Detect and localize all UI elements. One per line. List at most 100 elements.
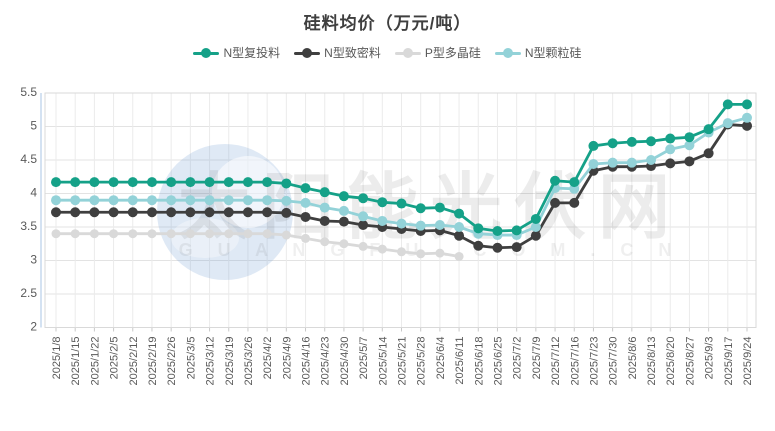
x-axis-tick-label: 2025/8/6	[627, 337, 639, 380]
x-axis-tick-label: 2025/9/3	[704, 337, 716, 380]
data-point	[454, 222, 465, 232]
data-point	[454, 251, 464, 261]
legend-item-p-duojinggui[interactable]: P型多晶硅	[394, 44, 481, 61]
x-axis-tick-label: 2025/7/2	[512, 337, 524, 380]
data-point	[569, 177, 580, 188]
data-point	[223, 207, 234, 218]
data-point	[319, 202, 330, 213]
data-point	[358, 241, 368, 251]
data-point	[454, 208, 465, 219]
data-point	[530, 230, 541, 241]
chart-title: 硅料均价（万元/吨）	[303, 14, 472, 33]
data-point	[281, 207, 292, 218]
legend-item-n-zhimiliao[interactable]: N型致密料	[294, 44, 381, 61]
legend-marker-icon	[394, 47, 421, 58]
data-point	[185, 207, 196, 218]
data-point	[320, 237, 330, 247]
data-point	[262, 177, 273, 188]
data-point	[242, 207, 253, 218]
x-axis-tick-label: 2025/4/9	[281, 337, 293, 380]
x-axis-tick-label: 2025/6/25	[492, 337, 504, 386]
x-axis-tick-label: 2025/1/8	[51, 337, 63, 380]
data-point	[108, 207, 119, 218]
data-point	[146, 195, 157, 206]
legend: N型复投料 N型致密料 P型多晶硅 N型颗粒硅	[0, 44, 775, 61]
x-axis-tick-label: 2025/6/18	[473, 337, 485, 386]
x-axis-tick-label: 2025/2/19	[147, 337, 159, 386]
data-point	[569, 197, 580, 208]
data-point	[358, 211, 369, 222]
data-point	[319, 215, 330, 226]
data-point	[530, 222, 541, 232]
legend-marker-icon	[193, 47, 220, 58]
y-axis-tick-label: 3	[30, 253, 37, 267]
data-point	[703, 124, 714, 135]
data-point	[185, 229, 195, 239]
data-point	[51, 229, 61, 239]
data-point	[338, 191, 349, 202]
data-point	[684, 156, 695, 167]
x-axis-tick-label: 2025/7/12	[550, 337, 562, 386]
data-point	[684, 140, 695, 151]
x-axis-tick-label: 2025/3/12	[205, 337, 217, 386]
legend-marker-icon	[294, 47, 321, 58]
y-axis-tick-label: 4.5	[20, 152, 37, 166]
data-point	[185, 177, 196, 188]
data-point	[205, 229, 215, 239]
data-point	[665, 133, 676, 144]
x-axis-tick-label: 2025/3/26	[243, 337, 255, 386]
data-point	[223, 195, 234, 206]
data-point	[550, 175, 561, 186]
legend-item-n-keligui[interactable]: N型颗粒硅	[494, 44, 582, 61]
data-point	[300, 211, 311, 222]
data-point	[204, 177, 215, 188]
data-point	[742, 120, 752, 131]
data-point	[338, 205, 349, 216]
data-point	[377, 215, 388, 226]
data-point	[185, 195, 196, 206]
data-point	[224, 229, 234, 239]
data-point	[51, 177, 61, 188]
data-point	[396, 218, 407, 229]
data-point	[646, 136, 657, 147]
data-point	[166, 207, 177, 218]
data-point	[607, 157, 618, 168]
data-point	[166, 229, 176, 239]
data-point	[281, 178, 292, 189]
data-point	[530, 213, 541, 224]
legend-item-n-futoulia[interactable]: N型复投料	[193, 44, 280, 61]
x-axis-tick-label: 2025/3/19	[224, 337, 236, 386]
data-point	[128, 229, 138, 239]
series-P型多晶硅	[51, 229, 464, 261]
data-point	[127, 207, 138, 218]
legend-label: P型多晶硅	[424, 46, 481, 60]
data-point	[742, 112, 752, 123]
data-point	[70, 229, 80, 239]
legend-label: N型复投料	[223, 46, 281, 60]
data-point	[607, 138, 618, 149]
data-point	[204, 195, 215, 206]
data-point	[262, 195, 273, 206]
watermark-sub-text: G U A N G F U . C O M . C N	[179, 240, 682, 260]
x-axis-tick-label: 2025/4/16	[301, 337, 313, 386]
data-point	[626, 157, 637, 168]
x-axis-tick-label: 2025/8/20	[665, 337, 677, 386]
data-point	[646, 155, 657, 165]
data-point	[377, 197, 388, 208]
data-point	[108, 195, 119, 206]
data-point	[339, 239, 349, 249]
data-point	[511, 242, 522, 253]
y-axis-tick-label: 2.5	[20, 286, 37, 300]
x-axis-tick-label: 2025/6/11	[454, 337, 466, 385]
data-point	[416, 249, 426, 259]
x-axis-tick-label: 2025/4/30	[339, 337, 351, 386]
data-point	[223, 177, 234, 188]
data-point	[300, 183, 311, 194]
x-axis-tick-label: 2025/7/16	[569, 337, 581, 386]
x-axis-tick-label: 2025/7/23	[588, 337, 600, 386]
data-point	[722, 118, 733, 129]
data-point	[262, 229, 272, 239]
data-point	[166, 195, 177, 206]
